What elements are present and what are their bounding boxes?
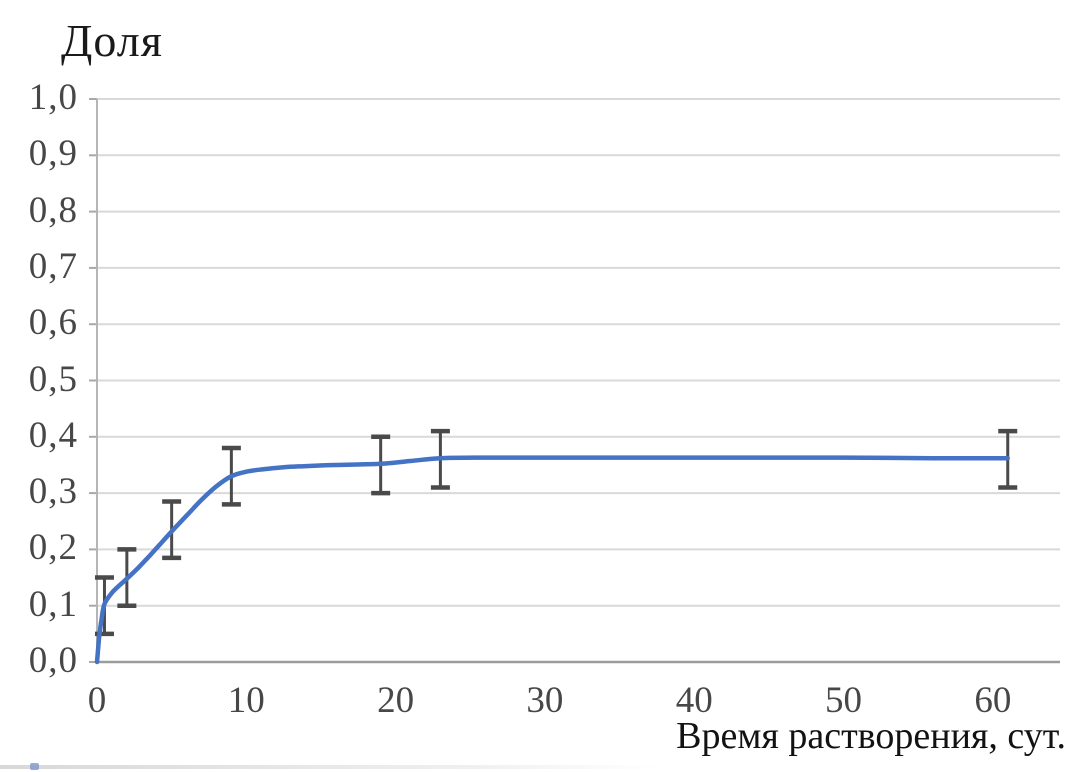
y-tick-label: 0,0 <box>28 640 78 681</box>
scan-artifact-dot <box>30 763 39 770</box>
scan-artifact-line <box>0 765 660 769</box>
y-tick-label: 0,5 <box>28 358 78 400</box>
y-tick-label: 0,2 <box>28 527 78 569</box>
y-tick-label: 0,4 <box>28 414 78 456</box>
x-tick-label: 20 <box>377 680 415 721</box>
y-tick-label: 0,6 <box>28 302 78 344</box>
y-tick-label: 0,8 <box>28 189 78 231</box>
x-tick-label: 60 <box>974 680 1012 721</box>
y-tick-label: 1,0 <box>28 77 78 118</box>
x-tick-label: 0 <box>87 680 107 721</box>
x-axis-label: Время растворения, сут. <box>676 715 1066 757</box>
y-tick-label: 0,3 <box>28 471 78 513</box>
data-curve <box>94 455 1010 665</box>
chart-title: Доля <box>61 15 163 66</box>
x-tick-label: 30 <box>526 680 564 721</box>
y-tick-label: 0,1 <box>28 583 78 625</box>
y-tick-label: 0,7 <box>28 245 78 287</box>
x-tick-label: 50 <box>825 680 862 721</box>
x-tick-label: 40 <box>675 680 713 721</box>
x-tick-label: 10 <box>227 680 265 721</box>
y-tick-label: 0,9 <box>28 133 78 175</box>
